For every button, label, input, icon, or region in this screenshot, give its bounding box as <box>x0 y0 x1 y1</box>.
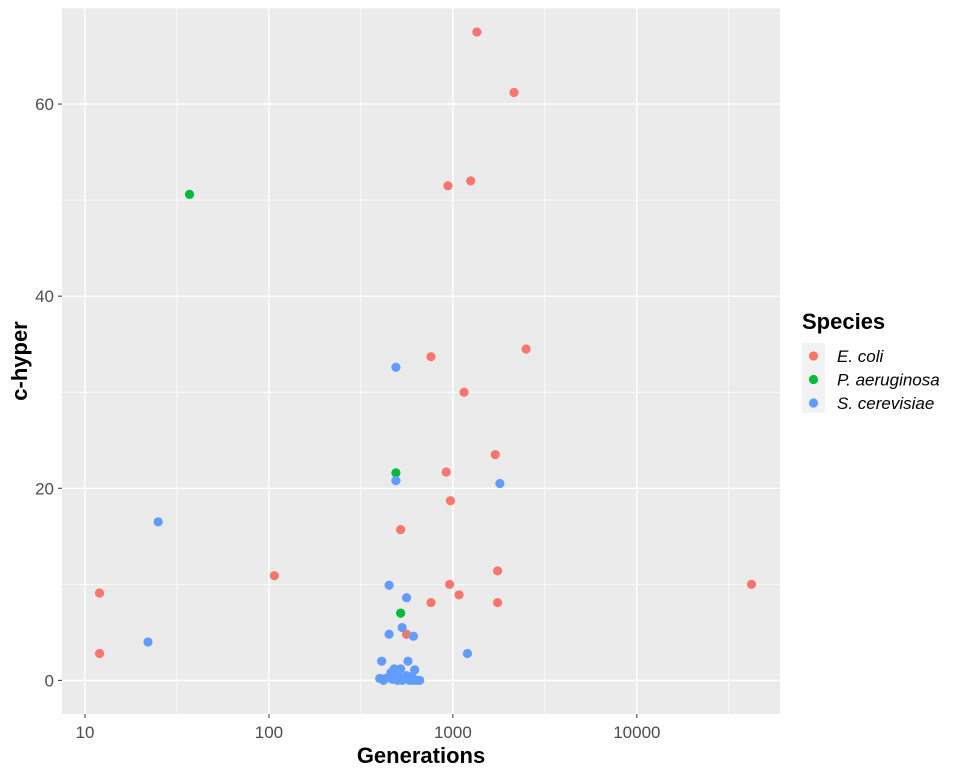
y-tick-label: 40 <box>35 287 54 306</box>
point-e-coli <box>521 344 531 354</box>
point-s-cerevisiae <box>143 637 153 647</box>
point-s-cerevisiae <box>378 675 389 685</box>
legend-key <box>808 351 819 361</box>
point-e-coli <box>445 496 456 506</box>
point-e-coli <box>472 27 482 37</box>
point-s-cerevisiae <box>408 631 419 641</box>
point-s-cerevisiae <box>401 593 412 603</box>
legend: Species E. coli P. aeruginosa S. cerevisia… <box>802 309 940 413</box>
point-s-cerevisiae <box>415 675 425 685</box>
y-axis-ticks: 0 20 40 60 <box>35 95 62 690</box>
legend-label: S. cerevisiae <box>837 394 934 413</box>
y-tick-label: 0 <box>45 671 54 690</box>
point-e-coli <box>94 648 105 659</box>
point-e-coli <box>509 87 519 98</box>
point-s-cerevisiae <box>462 648 473 659</box>
point-s-cerevisiae <box>384 629 394 639</box>
point-p-aeruginosa <box>396 608 406 618</box>
data-points <box>94 27 757 685</box>
point-s-cerevisiae <box>391 362 401 372</box>
point-e-coli <box>490 450 500 460</box>
point-s-cerevisiae <box>384 580 394 590</box>
legend-items: E. coli P. aeruginosa S. cerevisiae <box>808 347 940 413</box>
x-axis-title: Generations <box>357 743 485 768</box>
x-tick-label: 100 <box>255 723 283 742</box>
x-axis-ticks: 10 100 1000 10000 <box>76 714 660 742</box>
point-s-cerevisiae <box>397 675 407 685</box>
point-e-coli <box>396 524 406 535</box>
point-s-cerevisiae <box>153 517 163 527</box>
y-axis-title: c-hyper <box>7 321 32 401</box>
point-p-aeruginosa <box>391 468 401 478</box>
x-tick-label: 10 <box>76 723 95 742</box>
point-e-coli <box>459 387 469 397</box>
legend-label: P. aeruginosa <box>837 371 940 390</box>
y-tick-label: 60 <box>35 95 54 114</box>
point-e-coli <box>454 590 464 600</box>
point-e-coli <box>441 467 451 477</box>
point-e-coli <box>493 566 503 576</box>
point-s-cerevisiae <box>403 656 413 666</box>
point-p-aeruginosa <box>184 189 195 199</box>
x-tick-label: 1000 <box>434 723 472 742</box>
legend-title: Species <box>802 309 885 334</box>
point-e-coli <box>493 597 503 608</box>
point-e-coli <box>746 579 757 589</box>
point-e-coli <box>443 181 453 191</box>
point-s-cerevisiae <box>377 656 387 666</box>
legend-label: E. coli <box>837 347 885 366</box>
y-tick-label: 20 <box>35 479 54 498</box>
x-tick-label: 10000 <box>613 723 660 742</box>
legend-key <box>808 398 819 408</box>
legend-key <box>808 374 819 385</box>
point-e-coli <box>426 352 436 362</box>
point-s-cerevisiae <box>495 478 505 489</box>
grid-minor <box>62 7 780 714</box>
point-e-coli <box>466 176 476 186</box>
point-s-cerevisiae <box>391 475 401 486</box>
point-e-coli <box>269 571 279 581</box>
point-e-coli <box>426 597 436 608</box>
point-s-cerevisiae <box>397 622 407 633</box>
point-e-coli <box>445 579 455 589</box>
point-e-coli <box>94 588 105 598</box>
plot-panel <box>62 8 780 714</box>
